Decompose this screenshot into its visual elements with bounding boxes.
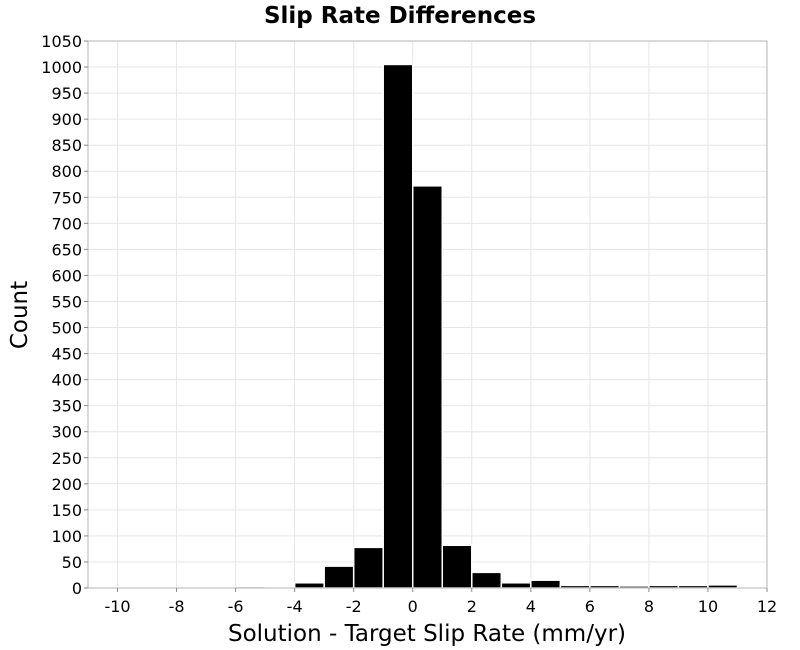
x-tick-label: 10: [698, 597, 718, 616]
bar: [411, 185, 444, 589]
y-tick-label: 200: [51, 475, 82, 494]
x-tick-label: -4: [287, 597, 303, 616]
x-tick-label: -6: [228, 597, 244, 616]
y-tick-label: 100: [51, 527, 82, 546]
y-tick-label: 250: [51, 449, 82, 468]
y-tick-label: 400: [51, 371, 82, 390]
y-tick-label: 600: [51, 266, 82, 285]
y-tick-label: 0: [72, 579, 82, 598]
y-tick-label: 850: [51, 136, 82, 155]
x-tick-label: 2: [467, 597, 477, 616]
y-tick-label: 1000: [41, 58, 82, 77]
y-tick-label: 350: [51, 397, 82, 416]
x-tick-label: 4: [526, 597, 536, 616]
bar: [500, 582, 532, 589]
y-tick-label: 550: [51, 292, 82, 311]
bar: [530, 579, 562, 589]
y-axis: 0 50 100 150 200 250 300 350 400 450 500 550 600 650 7…: [41, 32, 88, 598]
plot-area: [87, 40, 768, 589]
x-tick-label: -10: [104, 597, 130, 616]
y-tick-label: 800: [51, 162, 82, 181]
y-tick-label: 650: [51, 240, 82, 259]
bar: [441, 544, 473, 589]
x-axis-label: Solution - Target Slip Rate (mm/yr): [228, 621, 626, 647]
chart-title: Slip Rate Differences: [264, 3, 536, 29]
x-axis: -10 -8 -6 -4 -2 0 2 4 6 8 10 12: [104, 588, 777, 616]
bars: [220, 63, 739, 589]
y-tick-label: 500: [51, 319, 82, 338]
x-tick-label: 8: [644, 597, 654, 616]
x-tick-label: -8: [169, 597, 185, 616]
bar: [382, 63, 414, 589]
bar: [323, 565, 355, 589]
x-tick-label: 6: [585, 597, 595, 616]
bar: [471, 571, 503, 589]
y-tick-label: 900: [51, 110, 82, 129]
bar: [293, 582, 325, 589]
y-tick-label: 700: [51, 214, 82, 233]
y-tick-label: 750: [51, 188, 82, 207]
x-tick-label: -2: [346, 597, 362, 616]
x-tick-label: 12: [757, 597, 777, 616]
y-tick-label: 450: [51, 345, 82, 364]
x-tick-label: 0: [408, 597, 418, 616]
y-tick-label: 950: [51, 84, 82, 103]
y-tick-label: 150: [51, 501, 82, 520]
y-tick-label: 50: [62, 553, 82, 572]
y-tick-label: 1050: [41, 32, 82, 51]
y-tick-label: 300: [51, 423, 82, 442]
bar: [352, 546, 384, 589]
y-axis-label: Count: [7, 281, 33, 349]
